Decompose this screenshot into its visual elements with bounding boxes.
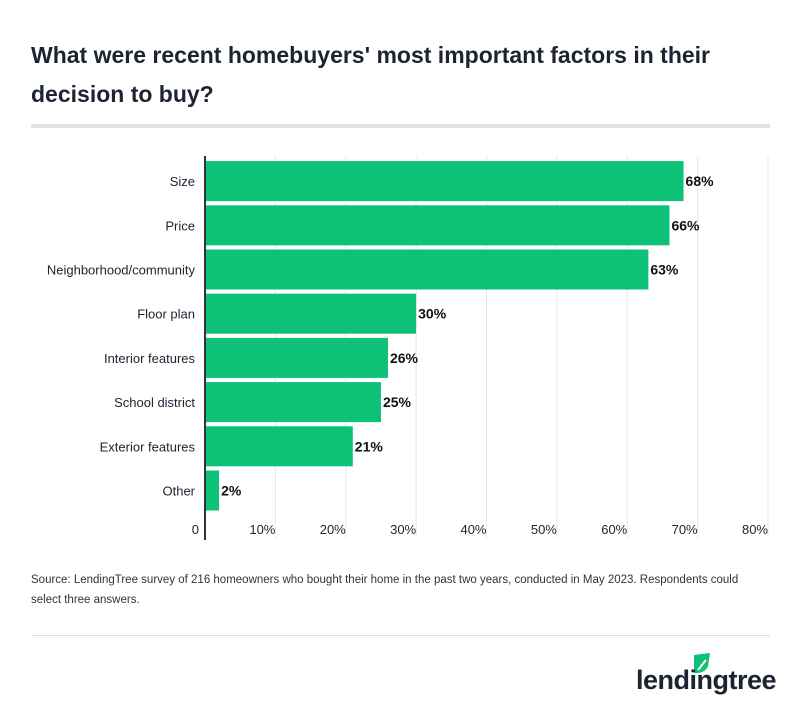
tick-label: 20% bbox=[320, 522, 346, 537]
category-label: Neighborhood/community bbox=[47, 263, 196, 278]
tick-label: 40% bbox=[460, 522, 486, 537]
bar bbox=[205, 161, 684, 202]
svg-text:lendingtree: lendingtree bbox=[636, 665, 776, 695]
data-label: 30% bbox=[418, 306, 447, 322]
chart-title: What were recent homebuyers' most import… bbox=[31, 42, 710, 107]
bar bbox=[205, 249, 649, 290]
divider bbox=[31, 124, 770, 128]
data-label: 63% bbox=[650, 262, 679, 278]
data-label: 68% bbox=[686, 173, 715, 189]
tick-label: 10% bbox=[249, 522, 275, 537]
category-label: Floor plan bbox=[137, 307, 195, 322]
lendingtree-logo: lendingtree bbox=[636, 653, 776, 695]
tick-label: 30% bbox=[390, 522, 416, 537]
divider bbox=[31, 635, 770, 636]
bar bbox=[205, 205, 670, 246]
data-label: 25% bbox=[383, 394, 412, 410]
category-label: Price bbox=[165, 218, 195, 233]
tick-label: 60% bbox=[601, 522, 627, 537]
tick-label: 0 bbox=[192, 522, 199, 537]
data-label: 2% bbox=[221, 483, 242, 499]
category-label: Exterior features bbox=[100, 439, 196, 454]
source-note: Source: LendingTree survey of 216 homeow… bbox=[31, 574, 739, 606]
tick-label: 50% bbox=[531, 522, 557, 537]
data-label: 26% bbox=[390, 350, 419, 366]
bar-chart: 0 10% 20% 30% 40% 50% 60% 70% 80% Size 68% Price 66%… bbox=[47, 156, 769, 540]
category-label: Size bbox=[170, 174, 195, 189]
bar bbox=[205, 382, 381, 423]
bar bbox=[205, 470, 220, 511]
category-label: School district bbox=[114, 395, 195, 410]
category-label: Interior features bbox=[104, 351, 196, 366]
tick-label: 70% bbox=[672, 522, 698, 537]
bar bbox=[205, 426, 353, 467]
bar bbox=[205, 337, 388, 378]
data-label: 21% bbox=[355, 438, 384, 454]
tick-label: 80% bbox=[742, 522, 768, 537]
category-label: Other bbox=[162, 484, 195, 499]
data-label: 66% bbox=[671, 217, 700, 233]
bar bbox=[205, 293, 417, 334]
